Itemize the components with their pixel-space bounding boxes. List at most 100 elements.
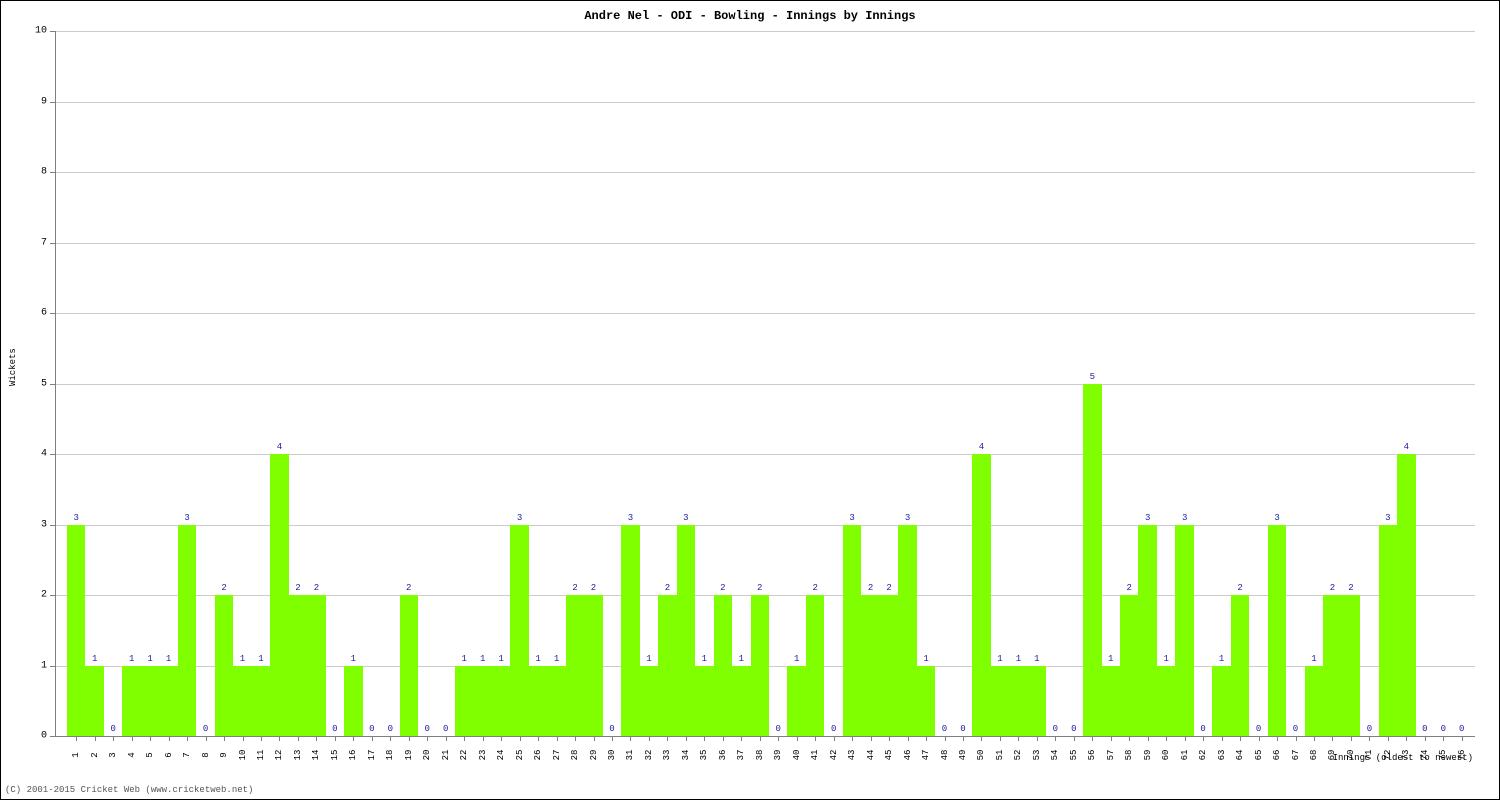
gridline xyxy=(55,172,1475,173)
bar xyxy=(1028,666,1046,737)
x-tick-label: 52 xyxy=(1013,745,1023,765)
bar xyxy=(1083,384,1101,737)
bar-value-label: 4 xyxy=(979,442,984,452)
x-tick-label: 46 xyxy=(903,745,913,765)
bar xyxy=(67,525,85,737)
bar xyxy=(344,666,362,737)
x-tick-mark xyxy=(760,736,761,741)
x-tick-label: 6 xyxy=(164,745,174,765)
bar xyxy=(178,525,196,737)
x-tick-mark xyxy=(1092,736,1093,741)
bar-value-label: 1 xyxy=(739,654,744,664)
x-tick-label: 73 xyxy=(1401,745,1411,765)
bar-value-label: 5 xyxy=(1090,372,1095,382)
x-tick-label: 48 xyxy=(940,745,950,765)
bar-value-label: 0 xyxy=(1053,724,1058,734)
bar xyxy=(584,595,602,736)
bar-value-label: 1 xyxy=(997,654,1002,664)
x-tick-mark xyxy=(981,736,982,741)
x-tick-label: 25 xyxy=(515,745,525,765)
y-tick-label: 2 xyxy=(7,590,47,601)
x-tick-label: 58 xyxy=(1124,745,1134,765)
bar-value-label: 1 xyxy=(498,654,503,664)
x-tick-mark xyxy=(1314,736,1315,741)
bar-value-label: 0 xyxy=(1200,724,1205,734)
x-tick-mark xyxy=(649,736,650,741)
x-tick-label: 63 xyxy=(1217,745,1227,765)
bar-value-label: 2 xyxy=(868,583,873,593)
x-tick-label: 34 xyxy=(681,745,691,765)
x-tick-label: 51 xyxy=(995,745,1005,765)
x-tick-label: 35 xyxy=(699,745,709,765)
bar-value-label: 2 xyxy=(572,583,577,593)
bar-value-label: 0 xyxy=(1459,724,1464,734)
y-tick-label: 3 xyxy=(7,519,47,530)
x-tick-label: 67 xyxy=(1291,745,1301,765)
x-tick-label: 49 xyxy=(958,745,968,765)
bar-value-label: 1 xyxy=(1034,654,1039,664)
bar xyxy=(1138,525,1156,737)
y-tick-label: 4 xyxy=(7,449,47,460)
bar-value-label: 1 xyxy=(147,654,152,664)
bar xyxy=(1342,595,1360,736)
bar-value-label: 3 xyxy=(1145,513,1150,523)
x-tick-label: 12 xyxy=(274,745,284,765)
bar xyxy=(270,454,288,736)
x-tick-mark xyxy=(279,736,280,741)
bar-value-label: 1 xyxy=(1219,654,1224,664)
bar-value-label: 2 xyxy=(221,583,226,593)
x-tick-mark xyxy=(1351,736,1352,741)
bar xyxy=(658,595,676,736)
bar-value-label: 0 xyxy=(942,724,947,734)
bar xyxy=(159,666,177,737)
bar-value-label: 1 xyxy=(1108,654,1113,664)
x-tick-mark xyxy=(372,736,373,741)
bar xyxy=(566,595,584,736)
x-tick-mark xyxy=(778,736,779,741)
bar-value-label: 0 xyxy=(332,724,337,734)
bar-value-label: 2 xyxy=(757,583,762,593)
bar-value-label: 3 xyxy=(628,513,633,523)
x-tick-label: 47 xyxy=(921,745,931,765)
x-tick-mark xyxy=(926,736,927,741)
bar-value-label: 3 xyxy=(1274,513,1279,523)
x-tick-mark xyxy=(538,736,539,741)
bar-value-label: 0 xyxy=(776,724,781,734)
bar xyxy=(473,666,491,737)
gridline xyxy=(55,454,1475,455)
x-tick-label: 66 xyxy=(1272,745,1282,765)
x-tick-label: 5 xyxy=(145,745,155,765)
bar-value-label: 3 xyxy=(683,513,688,523)
bar-value-label: 2 xyxy=(812,583,817,593)
x-tick-label: 70 xyxy=(1346,745,1356,765)
bar xyxy=(751,595,769,736)
x-tick-label: 31 xyxy=(625,745,635,765)
bar xyxy=(732,666,750,737)
x-tick-label: 15 xyxy=(330,745,340,765)
x-tick-mark xyxy=(224,736,225,741)
bar xyxy=(85,666,103,737)
x-tick-mark xyxy=(1185,736,1186,741)
bar-value-label: 1 xyxy=(166,654,171,664)
x-tick-mark xyxy=(446,736,447,741)
x-tick-label: 36 xyxy=(718,745,728,765)
bar xyxy=(455,666,473,737)
x-tick-label: 8 xyxy=(201,745,211,765)
x-tick-mark xyxy=(1129,736,1130,741)
bar-value-label: 0 xyxy=(369,724,374,734)
bar-value-label: 0 xyxy=(443,724,448,734)
bar-value-label: 0 xyxy=(609,724,614,734)
x-tick-label: 24 xyxy=(496,745,506,765)
chart-frame: Andre Nel - ODI - Bowling - Innings by I… xyxy=(0,0,1500,800)
x-tick-label: 76 xyxy=(1457,745,1467,765)
x-tick-label: 18 xyxy=(385,745,395,765)
x-tick-mark xyxy=(132,736,133,741)
gridline xyxy=(55,525,1475,526)
x-tick-label: 1 xyxy=(71,745,81,765)
x-tick-mark xyxy=(1018,736,1019,741)
x-tick-mark xyxy=(95,736,96,741)
x-tick-label: 11 xyxy=(256,745,266,765)
x-tick-mark xyxy=(409,736,410,741)
x-tick-mark xyxy=(316,736,317,741)
bar-value-label: 3 xyxy=(1182,513,1187,523)
